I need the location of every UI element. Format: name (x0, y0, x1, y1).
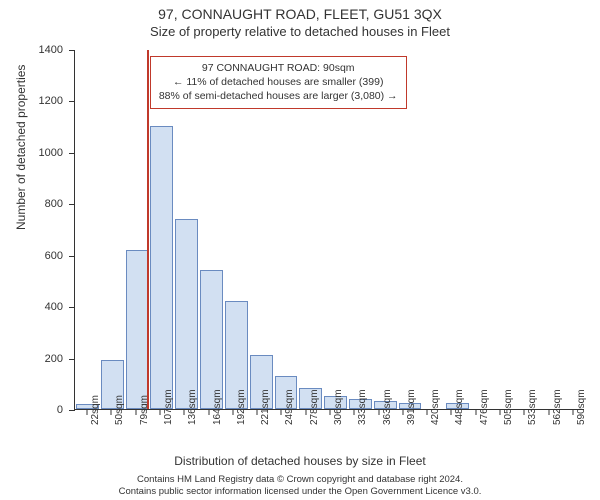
x-tick (427, 409, 428, 415)
bar (200, 270, 223, 409)
x-tick (475, 409, 476, 415)
bar (150, 126, 173, 409)
info-box-line3: 88% of semi-detached houses are larger (… (159, 89, 398, 103)
x-tick (208, 409, 209, 415)
y-tick-label: 800 (45, 198, 63, 210)
footer-line1: Contains HM Land Registry data © Crown c… (0, 474, 600, 486)
x-tick (111, 409, 112, 415)
x-tick-label: 505sqm (503, 389, 514, 425)
y-tick-label: 200 (45, 353, 63, 365)
info-box-line1: 97 CONNAUGHT ROAD: 90sqm (159, 61, 398, 75)
x-tick (160, 409, 161, 415)
x-tick (305, 409, 306, 415)
x-tick-label: 164sqm (212, 389, 223, 425)
bar (175, 219, 198, 409)
x-tick-label: 22sqm (90, 395, 101, 425)
x-tick-label: 278sqm (309, 389, 320, 425)
y-ticks: 0200400600800100012001400 (67, 50, 75, 409)
info-box-line2: ← 11% of detached houses are smaller (39… (159, 75, 398, 89)
x-tick-label: 363sqm (382, 389, 393, 425)
x-tick-label: 533sqm (527, 389, 538, 425)
x-tick-label: 221sqm (260, 389, 271, 425)
y-tick-label: 400 (45, 301, 63, 313)
x-tick (354, 409, 355, 415)
title-main: 97, CONNAUGHT ROAD, FLEET, GU51 3QX (0, 6, 600, 22)
x-tick-label: 448sqm (454, 389, 465, 425)
x-tick (281, 409, 282, 415)
marker-line (147, 50, 149, 409)
x-tick (451, 409, 452, 415)
y-axis-title: Number of detached properties (14, 65, 28, 230)
x-tick-label: 476sqm (479, 389, 490, 425)
x-tick (402, 409, 403, 415)
x-tick-label: 192sqm (236, 389, 247, 425)
x-tick (572, 409, 573, 415)
x-axis-title: Distribution of detached houses by size … (0, 454, 600, 468)
info-box: 97 CONNAUGHT ROAD: 90sqm ← 11% of detach… (150, 56, 407, 109)
x-tick-label: 333sqm (357, 389, 368, 425)
x-tick-label: 420sqm (430, 389, 441, 425)
x-tick-label: 107sqm (163, 389, 174, 425)
x-tick (378, 409, 379, 415)
x-tick (548, 409, 549, 415)
x-tick (135, 409, 136, 415)
title-sub: Size of property relative to detached ho… (0, 24, 600, 39)
y-tick-label: 1400 (39, 44, 63, 56)
x-tick (232, 409, 233, 415)
y-tick-label: 1000 (39, 147, 63, 159)
x-tick (257, 409, 258, 415)
y-tick-label: 0 (57, 404, 63, 416)
x-tick (500, 409, 501, 415)
x-tick (87, 409, 88, 415)
x-tick-label: 391sqm (406, 389, 417, 425)
y-tick-label: 600 (45, 250, 63, 262)
x-tick-label: 50sqm (114, 395, 125, 425)
chart-container: 97, CONNAUGHT ROAD, FLEET, GU51 3QX Size… (0, 0, 600, 500)
footer-line2: Contains public sector information licen… (0, 486, 600, 498)
plot-area: 0200400600800100012001400 22sqm50sqm79sq… (74, 50, 584, 410)
bar (126, 250, 149, 409)
x-tick-label: 562sqm (552, 389, 563, 425)
footer: Contains HM Land Registry data © Crown c… (0, 474, 600, 498)
x-tick-label: 590sqm (576, 389, 587, 425)
x-tick-label: 306sqm (333, 389, 344, 425)
x-tick-label: 249sqm (284, 389, 295, 425)
x-tick-label: 136sqm (187, 389, 198, 425)
x-tick (184, 409, 185, 415)
y-tick-label: 1200 (39, 95, 63, 107)
x-tick (524, 409, 525, 415)
x-tick (330, 409, 331, 415)
